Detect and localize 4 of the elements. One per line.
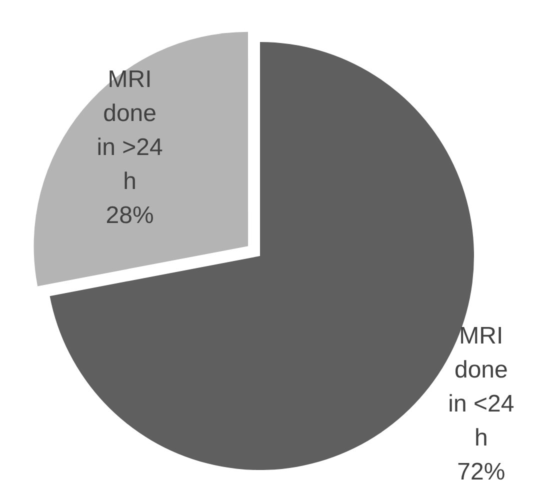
data-label: 28% (106, 202, 154, 229)
data-label: 72% (457, 458, 506, 486)
slice-label: MRI done in >24 h (96, 66, 163, 195)
slice-label: MRI done in <24 h (448, 322, 514, 452)
